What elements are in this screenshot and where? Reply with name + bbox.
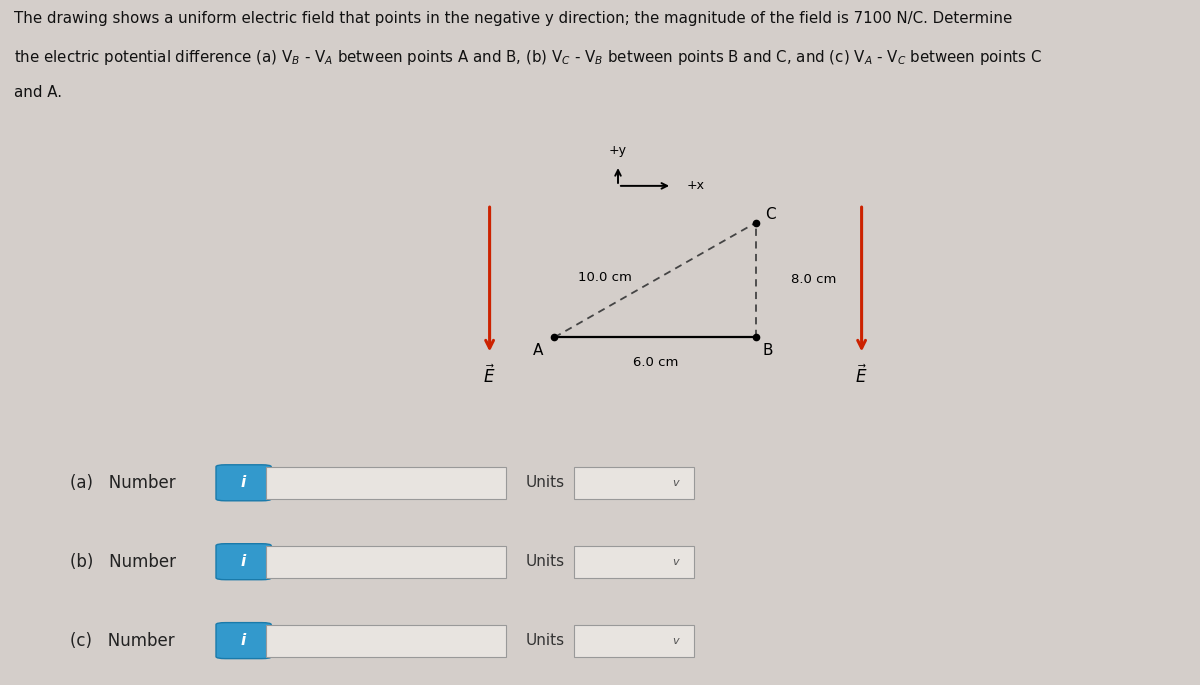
Text: Units: Units (526, 475, 565, 490)
Text: Units: Units (526, 554, 565, 569)
FancyBboxPatch shape (266, 466, 506, 499)
Text: 10.0 cm: 10.0 cm (578, 271, 631, 284)
Text: (a)   Number: (a) Number (70, 474, 175, 492)
Text: the electric potential difference (a) V$_B$ - V$_A$ between points A and B, (b) : the electric potential difference (a) V$… (14, 48, 1042, 67)
Text: v: v (672, 636, 679, 645)
Text: Units: Units (526, 633, 565, 648)
FancyBboxPatch shape (216, 465, 271, 501)
Text: C: C (766, 207, 775, 222)
Text: +y: +y (610, 144, 628, 157)
FancyBboxPatch shape (216, 623, 271, 658)
FancyBboxPatch shape (574, 625, 694, 657)
Text: +x: +x (686, 179, 704, 192)
Text: i: i (241, 633, 246, 648)
Text: and A.: and A. (14, 85, 62, 100)
Text: v: v (672, 557, 679, 566)
Text: The drawing shows a uniform electric field that points in the negative y directi: The drawing shows a uniform electric fie… (14, 12, 1013, 27)
Text: (b)   Number: (b) Number (70, 553, 175, 571)
FancyBboxPatch shape (574, 466, 694, 499)
Text: $\vec{E}$: $\vec{E}$ (856, 365, 868, 387)
FancyBboxPatch shape (266, 625, 506, 657)
Text: $\vec{E}$: $\vec{E}$ (484, 365, 496, 387)
Text: v: v (672, 478, 679, 488)
FancyBboxPatch shape (574, 546, 694, 577)
Text: i: i (241, 554, 246, 569)
FancyBboxPatch shape (266, 546, 506, 577)
FancyBboxPatch shape (216, 544, 271, 580)
Text: i: i (241, 475, 246, 490)
Text: (c)   Number: (c) Number (70, 632, 174, 649)
Text: B: B (763, 342, 773, 358)
Text: A: A (533, 342, 542, 358)
Text: 6.0 cm: 6.0 cm (632, 356, 678, 369)
Text: 8.0 cm: 8.0 cm (791, 273, 836, 286)
